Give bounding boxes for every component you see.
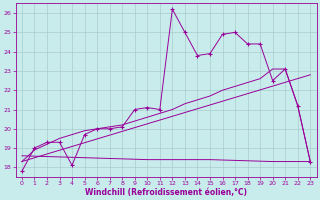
X-axis label: Windchill (Refroidissement éolien,°C): Windchill (Refroidissement éolien,°C) <box>85 188 247 197</box>
